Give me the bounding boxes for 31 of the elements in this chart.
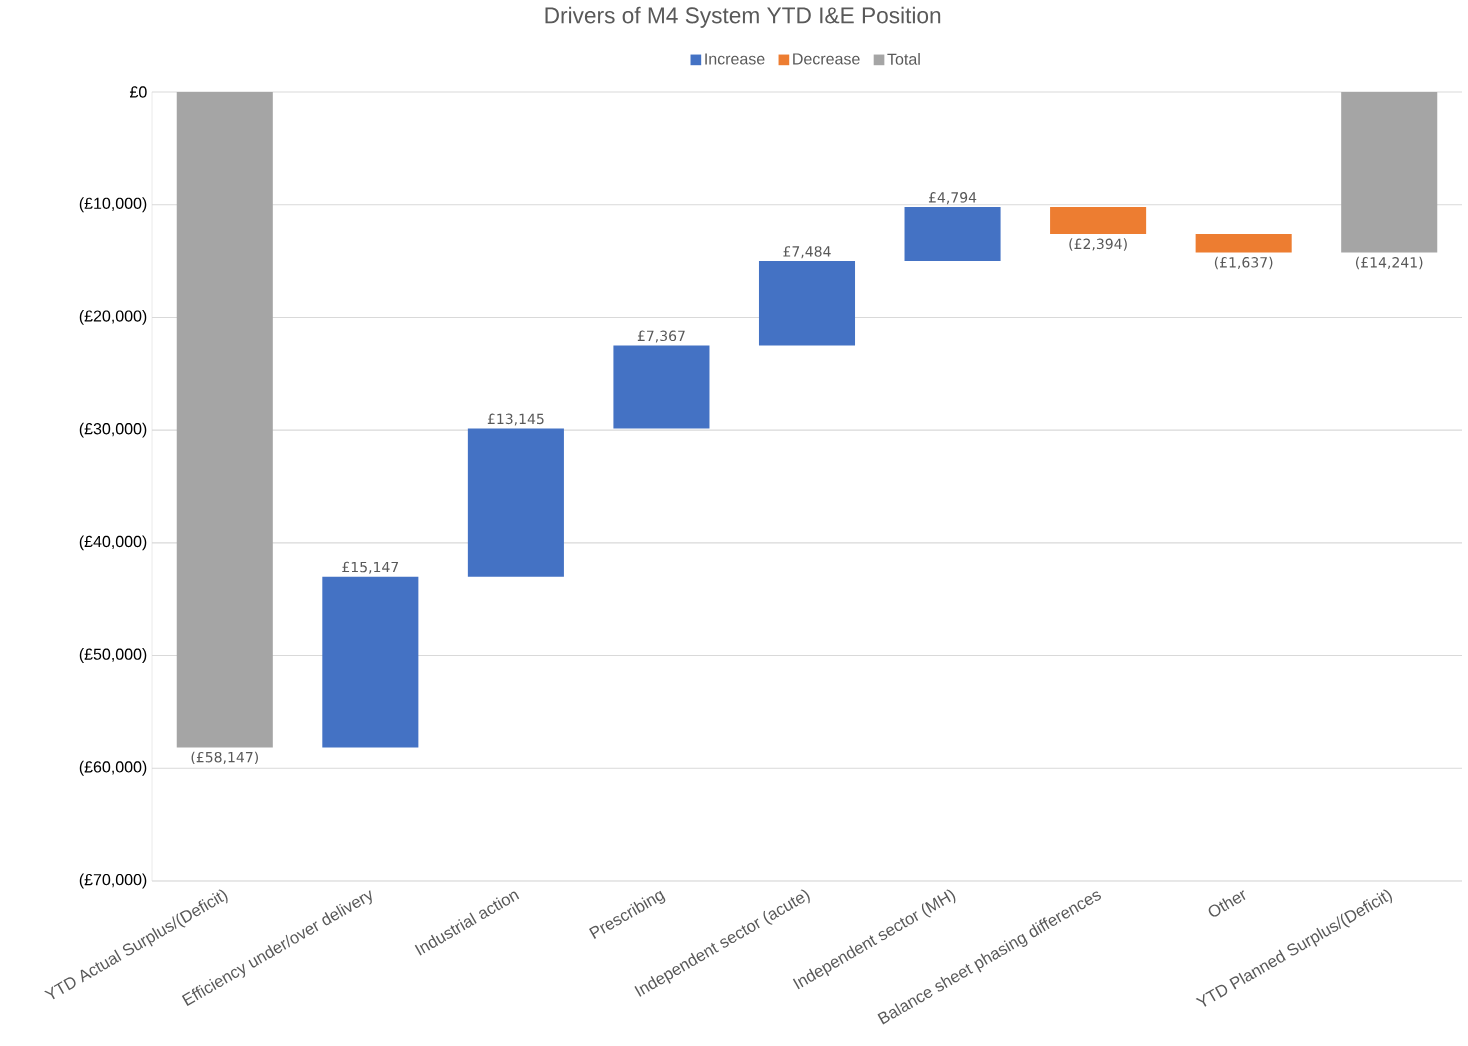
bar [1341, 91, 1438, 253]
y-tick-label: £0 [129, 86, 147, 98]
legend-label: Decrease [793, 53, 860, 65]
y-tick-label: (£70,000) [79, 873, 147, 889]
data-label: £7,367 [637, 330, 685, 343]
y-tick-label: (£60,000) [79, 760, 147, 776]
legend-label: Increase [705, 53, 765, 65]
bar [758, 261, 856, 346]
legend-label: Total [887, 53, 920, 65]
data-label: £7,484 [783, 246, 831, 259]
x-tick-label: Other [1208, 890, 1246, 917]
y-tick-label: (£10,000) [79, 197, 147, 213]
data-label: (£14,241) [1356, 256, 1423, 270]
data-label: £13,145 [487, 413, 544, 426]
bar [1195, 234, 1292, 253]
data-label: £4,794 [928, 192, 977, 205]
y-tick-label: (£50,000) [79, 648, 147, 663]
y-tick-label: (£20,000) [79, 309, 147, 325]
bar [904, 207, 1001, 262]
data-label: £15,147 [342, 561, 399, 574]
data-label: (£58,147) [191, 751, 258, 765]
data-label: (£1,637) [1214, 256, 1273, 270]
chart-title: Drivers of M4 System YTD I&E Position [545, 6, 941, 28]
bar [176, 91, 273, 748]
bar [1050, 207, 1147, 235]
y-tick-label: (£40,000) [79, 535, 147, 551]
data-label: (£2,394) [1069, 238, 1127, 251]
bar [467, 428, 564, 577]
y-tick-label: (£30,000) [79, 422, 147, 438]
bar [322, 576, 419, 748]
bar [613, 345, 710, 429]
